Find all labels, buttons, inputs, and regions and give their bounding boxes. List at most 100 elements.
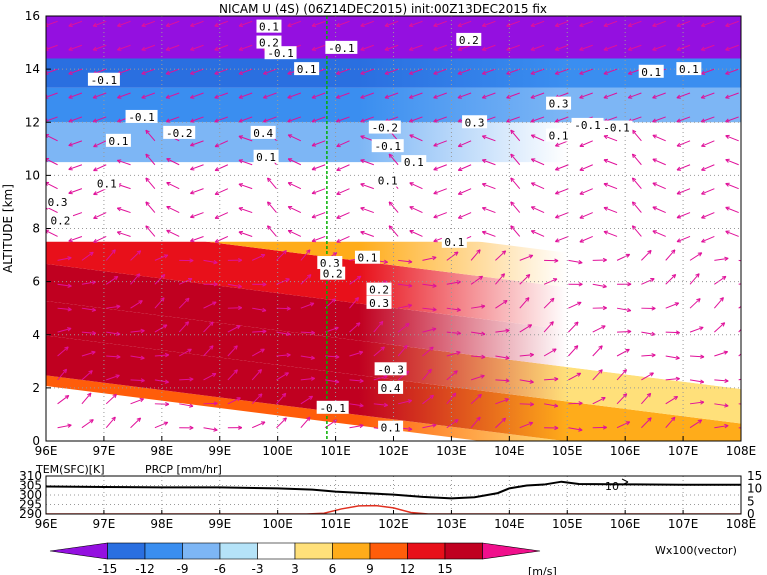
wind-vector (267, 177, 277, 189)
wind-vector (130, 417, 141, 429)
svg-text:-0.1: -0.1 (603, 122, 630, 135)
wind-vector-head (506, 118, 511, 123)
wind-vector (482, 20, 496, 27)
wind-vector (300, 274, 312, 285)
wind-vector (689, 298, 701, 309)
grid (46, 16, 741, 441)
wind-vector-head (358, 350, 364, 355)
wind-vector (495, 379, 510, 382)
wind-vector (179, 378, 194, 381)
wind-vector-head (676, 46, 681, 51)
wind-vector-head (529, 402, 534, 407)
wind-vector (384, 68, 399, 75)
wind-vector-head (117, 94, 122, 99)
svg-text:0.1: 0.1 (679, 63, 699, 76)
wind-vector (506, 116, 520, 123)
wind-vector (336, 188, 350, 195)
wind-vector (446, 419, 459, 429)
wind-vector (482, 44, 496, 51)
wind-vector (725, 183, 739, 190)
wind-vector (373, 321, 384, 333)
wind-vector (603, 92, 618, 99)
x-tick-label: 98E (150, 444, 173, 458)
svg-text:0.1: 0.1 (108, 135, 128, 148)
wind-vector-head (429, 346, 434, 351)
wind-vector (360, 159, 374, 166)
wind-vector (530, 116, 545, 123)
wind-vector (713, 297, 724, 309)
wind-vector-head (504, 398, 509, 403)
wind-vector (349, 424, 364, 429)
wind-vector (57, 307, 72, 311)
wind-vector-head (336, 143, 341, 148)
wind-vector (388, 225, 399, 237)
wind-vector (190, 235, 204, 242)
wind-vector-head (555, 142, 560, 147)
wind-vector-head (675, 376, 680, 382)
wind-vector (336, 116, 350, 123)
wind-vector-head (238, 258, 243, 263)
wind-vector (616, 421, 630, 429)
wind-vector-head (360, 22, 365, 28)
wind-vector-head (286, 352, 291, 358)
wind-vector-head (598, 345, 603, 350)
wind-vector (336, 20, 350, 27)
wind-vector (276, 417, 287, 429)
wind-vector (482, 159, 496, 166)
contour-label: -0.2 (368, 120, 401, 135)
wind-vector (251, 254, 266, 261)
surface-x-tick-label: 102E (378, 517, 409, 531)
wind-vector (409, 182, 423, 190)
wind-vector-head (213, 401, 218, 406)
wind-vector-head (602, 305, 607, 311)
colorbar-swatch (144, 542, 183, 560)
wind-vector (665, 331, 680, 334)
wind-vector (57, 327, 72, 333)
wind-vector-head (165, 22, 171, 28)
surface-x-tick-label: 104E (494, 517, 525, 531)
wind-vector (676, 92, 691, 99)
wind-vector-head (433, 46, 438, 51)
contour-label: 0.1 (441, 234, 467, 249)
wind-vector (349, 403, 364, 407)
wind-vector (433, 188, 447, 195)
contour-label: -0.1 (87, 72, 120, 87)
wind-vector (689, 252, 703, 261)
wind-vector-head (190, 22, 195, 28)
wind-vector-head (530, 22, 535, 28)
wind-vector (130, 250, 142, 261)
wind-vector (422, 256, 437, 261)
wind-vector (652, 182, 666, 190)
wind-vector-head (93, 191, 98, 196)
wind-vector-head (262, 329, 267, 334)
wind-vector (190, 164, 204, 171)
wind-vector-head (260, 254, 266, 258)
wind-vector-head (145, 225, 150, 230)
wind-vector (506, 44, 520, 51)
shading-band (46, 201, 741, 242)
wind-vector (446, 351, 461, 357)
wind-vector-head (451, 392, 457, 398)
wind-vector (300, 395, 313, 405)
wind-vector-head (500, 273, 506, 278)
wind-vector-head (696, 298, 701, 303)
wind-vector-head (501, 250, 507, 255)
wind-vector (300, 416, 311, 429)
wind-vector-head (311, 46, 317, 51)
wind-vector-head (211, 372, 217, 377)
wind-vector (349, 322, 361, 333)
svg-text:0.1: 0.1 (641, 66, 661, 79)
wind-vector (238, 207, 253, 214)
svg-text:-0.1: -0.1 (128, 111, 155, 124)
wind-vector (676, 116, 691, 123)
wind-vector-head (190, 190, 195, 195)
wind-vector-head (111, 249, 116, 254)
wind-vector (360, 231, 374, 237)
wind-vector-head (62, 368, 68, 374)
wind-vector-head (145, 129, 150, 135)
wind-vector-head (233, 345, 238, 350)
wind-vector (276, 372, 289, 381)
wind-vector (117, 92, 131, 99)
contour-label: 0.1 (378, 420, 404, 435)
wind-vector-head (510, 225, 515, 230)
